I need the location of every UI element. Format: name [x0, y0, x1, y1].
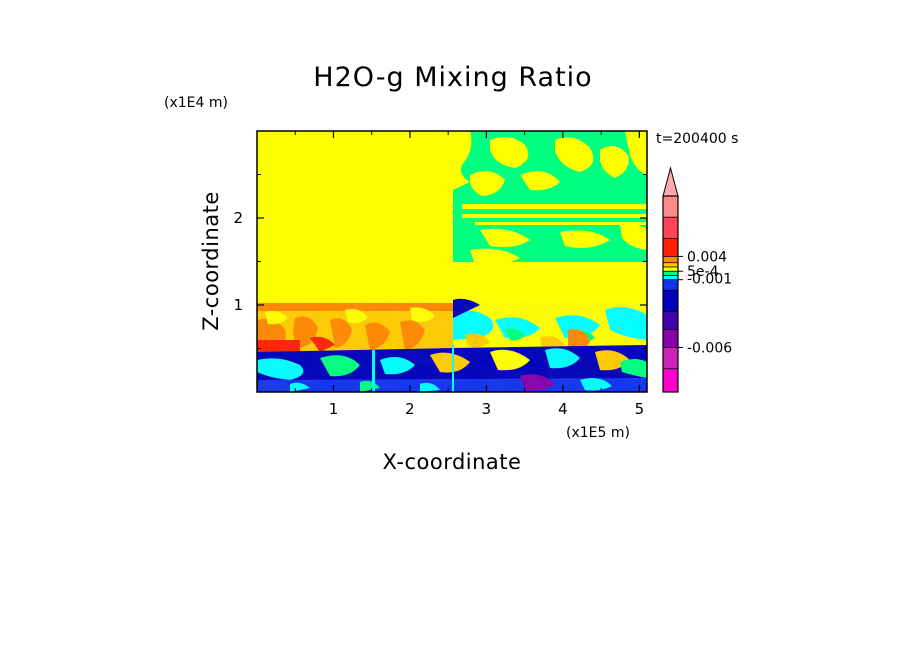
y-axis-ticks: 12	[233, 174, 647, 349]
colorbar-segment	[663, 262, 678, 267]
heatmap-plot-area	[257, 131, 647, 392]
y-tick-label: 2	[233, 209, 243, 227]
field-upper-right	[453, 131, 647, 270]
colorbar-segment	[663, 266, 678, 272]
colorbar-segment	[663, 256, 678, 263]
x-axis-label: X-coordinate	[383, 450, 522, 474]
colorbar-segment	[663, 217, 678, 239]
colorbar-segment	[663, 290, 678, 312]
colorbar-label: 5e-4	[687, 264, 719, 280]
colorbar-frame	[662, 195, 679, 393]
colorbar-extension	[662, 166, 679, 197]
time-label: t=200400 s	[656, 131, 738, 147]
colorbar-segment	[663, 196, 678, 218]
x-tick-label: 3	[482, 400, 492, 418]
colorbar-segment	[663, 311, 678, 330]
colorbar-segment	[663, 368, 678, 392]
x-tick-label: 4	[558, 400, 568, 418]
colorbar-segment	[663, 275, 678, 280]
x-scale-label: (x1E5 m)	[566, 425, 630, 441]
colorbar-segment	[663, 329, 678, 348]
colorbar-segment	[663, 279, 678, 291]
y-scale-label: (x1E4 m)	[164, 95, 228, 111]
y-axis-label: Z-coordinate	[199, 191, 223, 331]
x-tick-label: 1	[329, 400, 339, 418]
colorbar-segment	[663, 271, 678, 276]
colorbar-segment	[663, 238, 678, 257]
colorbar-label: 0.004	[687, 249, 727, 265]
colorbar-label: -0.006	[687, 341, 732, 357]
y-tick-label: 1	[233, 296, 243, 314]
x-tick-label: 2	[405, 400, 415, 418]
colorbar-label: -0.001	[687, 272, 732, 288]
colorbar-segment	[663, 347, 678, 369]
chart-title: H2O-g Mixing Ratio	[313, 62, 592, 93]
x-tick-label: 5	[635, 400, 645, 418]
x-axis-ticks: 1 2 3 4 5	[294, 131, 645, 418]
